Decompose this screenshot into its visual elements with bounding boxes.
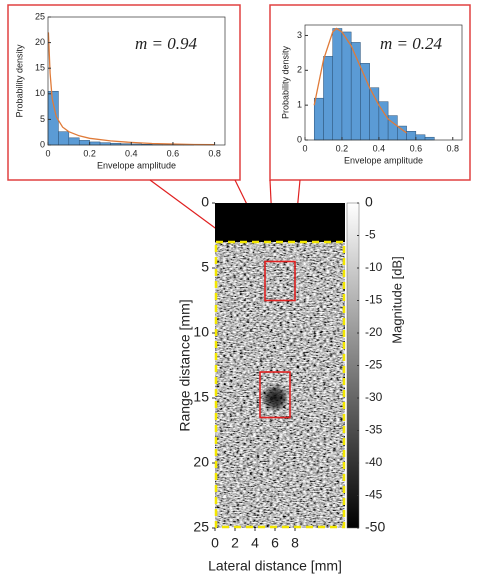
y-tick-label: 0: [297, 134, 302, 144]
bar: [68, 137, 80, 146]
y-axis-label: Probability density: [280, 45, 290, 119]
x-tick-label: 4: [251, 535, 259, 551]
x-tick-label: 0.4: [125, 148, 138, 158]
y-axis-label: Range distance [mm]: [177, 299, 193, 431]
y-tick-label: 0: [201, 194, 209, 210]
bar: [424, 136, 435, 141]
y-tick-label: 15: [193, 389, 209, 405]
y-axis-label: Probability density: [14, 44, 24, 118]
colorbar-tick-label: -35: [365, 423, 383, 437]
annotation: m = 0.24: [380, 34, 442, 53]
lesion: [261, 384, 289, 412]
colorbar-tick-label: 0: [365, 194, 373, 210]
bar: [89, 141, 101, 146]
colorbar-tick-label: -50: [365, 519, 385, 535]
x-axis-label: Lateral distance [mm]: [208, 558, 342, 574]
y-tick-label: 10: [193, 324, 209, 340]
bar: [397, 125, 407, 141]
colorbar-tick-label: -45: [365, 488, 383, 502]
y-tick-label: 5: [201, 259, 209, 275]
annotation: m = 0.94: [135, 34, 197, 53]
y-tick-label: 25: [193, 519, 209, 535]
y-tick-label: 3: [297, 30, 302, 40]
y-tick-label: 10: [35, 88, 45, 98]
axes-frame: [304, 24, 463, 141]
x-tick-label: 6: [271, 535, 279, 551]
colorbar-tick-label: -10: [365, 260, 383, 274]
y-tick-label: 2: [297, 65, 302, 75]
y-tick-label: 20: [193, 454, 209, 470]
y-tick-label: 1: [297, 100, 302, 110]
x-tick-label: 8: [291, 535, 299, 551]
bar: [406, 131, 417, 141]
x-tick-label: 0.8: [208, 148, 221, 158]
bar: [323, 56, 333, 141]
colorbar-tick-label: -5: [365, 228, 376, 242]
region-box: [264, 260, 296, 302]
x-tick-label: 0.6: [410, 143, 423, 153]
bar: [415, 134, 426, 141]
y-tick-label: 15: [35, 63, 45, 73]
x-tick-label: 0.8: [447, 143, 460, 153]
x-tick-label: 0.2: [83, 148, 96, 158]
bar: [387, 115, 398, 141]
colorbar-tick-label: -15: [365, 293, 383, 307]
x-tick-label: 0.4: [373, 143, 386, 153]
x-tick-label: 0: [45, 148, 50, 158]
colorbar-tick-label: -20: [365, 325, 383, 339]
colorbar-tick-label: -40: [365, 455, 383, 469]
y-tick-label: 5: [40, 114, 45, 124]
region-box: [259, 371, 291, 419]
bar: [360, 63, 370, 141]
x-tick-label: 0.2: [336, 143, 349, 153]
colorbar-tick-label: -30: [365, 390, 383, 404]
bar: [58, 131, 70, 146]
x-axis-label: Envelope amplitude: [97, 160, 176, 170]
colorbar-label: Magnitude [dB]: [389, 256, 404, 343]
x-tick-label: 0: [211, 535, 219, 551]
x-tick-label: 0.6: [167, 148, 180, 158]
fit-curve: [313, 27, 407, 134]
x-tick-label: 2: [231, 535, 239, 551]
bar: [332, 28, 343, 141]
bar: [313, 97, 324, 141]
x-tick-label: 0: [302, 143, 307, 153]
roi-outline: [214, 240, 346, 529]
y-tick-label: 0: [40, 139, 45, 149]
y-tick-label: 20: [35, 37, 45, 47]
inset-frame: [7, 4, 241, 181]
bar: [78, 140, 90, 146]
bar: [341, 31, 352, 141]
y-tick-label: 25: [35, 11, 45, 21]
axes-frame: [47, 16, 226, 146]
x-axis-label: Envelope amplitude: [344, 155, 423, 165]
colorbar-tick-label: -25: [365, 358, 383, 372]
fit-curve: [47, 32, 215, 146]
